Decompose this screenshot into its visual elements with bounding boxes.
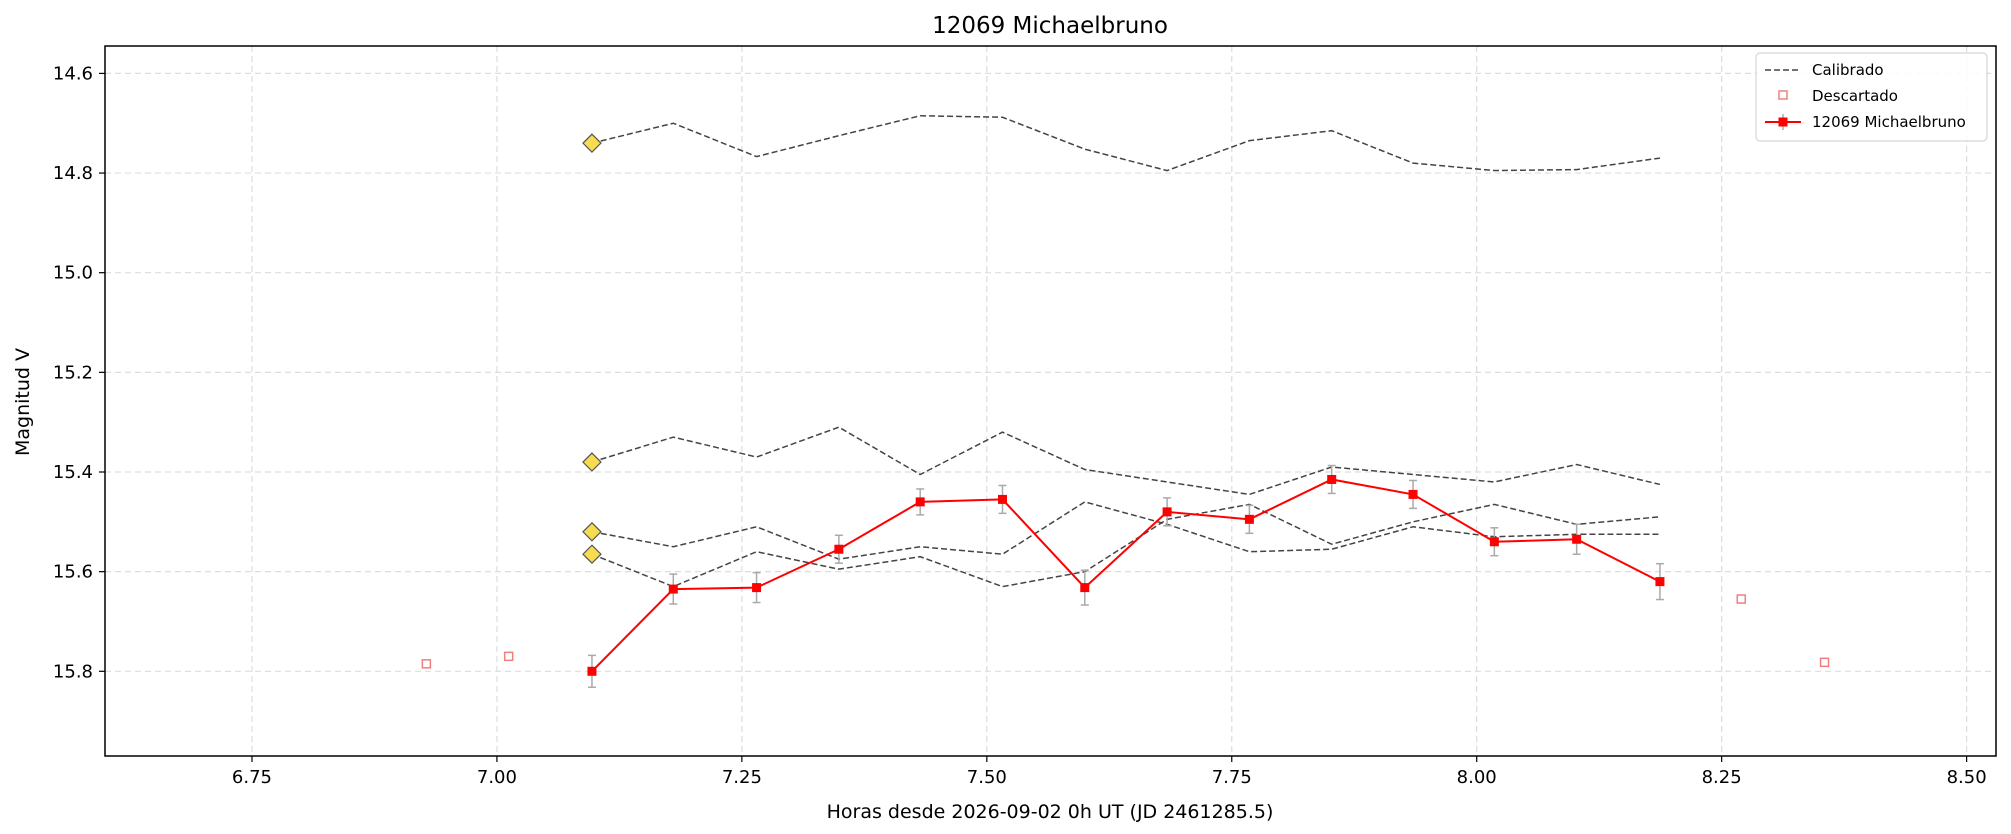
legend-discarded-label: Descartado — [1812, 87, 1898, 105]
x-tick-label: 6.75 — [232, 767, 272, 788]
chart-title: 12069 Michaelbruno — [932, 13, 1168, 39]
target-point — [915, 497, 925, 507]
target-point — [1080, 583, 1090, 593]
x-tick-label: 7.50 — [967, 767, 1007, 788]
calibrated-line — [591, 503, 1660, 588]
calibrated-line — [591, 501, 1660, 560]
legend-target-label: 12069 Michaelbruno — [1812, 113, 1966, 131]
target-point — [1162, 507, 1172, 517]
reference-marker — [582, 521, 602, 542]
x-tick-label: 8.50 — [1947, 767, 1987, 788]
y-tick-label: 15.0 — [53, 263, 93, 284]
legend: Calibrado Descartado 12069 Michaelbruno — [1755, 52, 1988, 142]
target-point — [1572, 534, 1582, 544]
x-axis-label: Horas desde 2026-09-02 0h UT (JD 2461285… — [827, 801, 1274, 823]
target-point — [668, 584, 678, 594]
target-point — [587, 666, 597, 676]
reference-marker — [582, 452, 602, 472]
legend-target-marker — [1778, 117, 1788, 127]
target-point — [1655, 577, 1665, 587]
grid — [105, 46, 1996, 756]
x-tick-label: 7.00 — [477, 767, 517, 788]
legend-calibrated-label: Calibrado — [1812, 61, 1884, 79]
x-tick-label: 8.00 — [1457, 767, 1497, 788]
target-point — [834, 544, 844, 554]
discarded-point — [421, 659, 432, 669]
target-point — [1244, 514, 1254, 524]
y-axis-label: Magnitud V — [12, 348, 34, 456]
x-tick-label: 8.25 — [1702, 767, 1742, 788]
plot-frame — [104, 45, 1997, 757]
target-series-line — [591, 478, 1661, 673]
calibrated-line — [591, 115, 1661, 172]
discarded-point — [503, 651, 514, 662]
y-tick-label: 15.2 — [53, 362, 93, 383]
target-point — [1489, 537, 1499, 547]
y-tick-label: 15.8 — [53, 661, 93, 682]
plot-area — [421, 115, 1830, 688]
y-tick-label: 14.8 — [53, 163, 93, 184]
y-tick-label: 15.6 — [53, 562, 93, 583]
axis-ticks: 6.75 7.00 7.25 7.50 7.75 8.00 8.25 8.50 14.6 14.8… — [53, 63, 1987, 788]
target-point — [997, 494, 1007, 504]
calibrated-line — [591, 426, 1661, 496]
discarded-point — [1736, 594, 1747, 604]
target-point — [752, 583, 762, 593]
target-point — [1408, 489, 1418, 499]
target-point — [1327, 474, 1337, 484]
x-tick-label: 7.25 — [722, 767, 762, 788]
reference-marker — [582, 133, 602, 154]
y-tick-label: 14.6 — [53, 63, 93, 84]
reference-marker — [582, 544, 602, 565]
y-tick-label: 15.4 — [53, 462, 93, 483]
legend-box — [1755, 52, 1988, 142]
legend-discarded-symbol — [1778, 90, 1788, 100]
discarded-point — [1819, 657, 1830, 668]
x-tick-label: 7.75 — [1212, 767, 1252, 788]
